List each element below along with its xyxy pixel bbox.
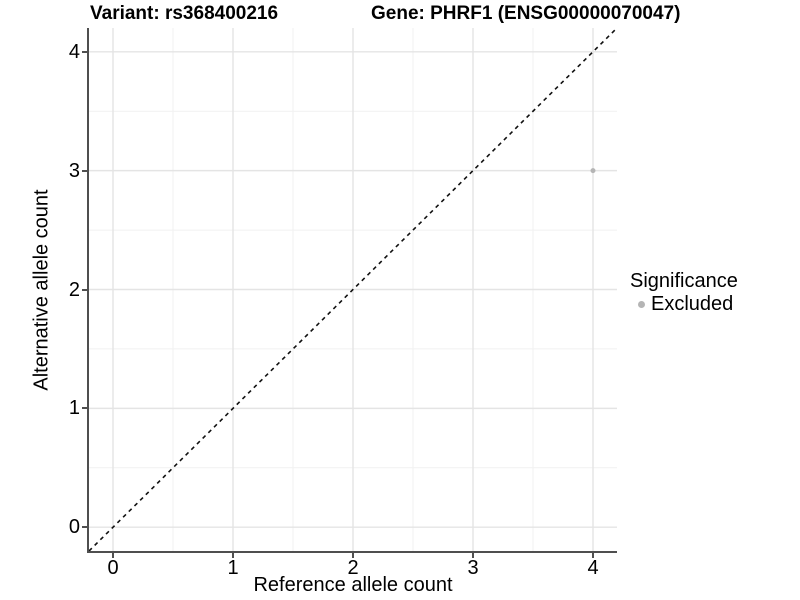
y-tick-mark	[82, 407, 87, 410]
legend-title: Significance	[630, 270, 738, 292]
x-axis-title: Reference allele count	[253, 574, 453, 596]
x-axis-line	[87, 551, 617, 553]
y-tick-mark	[82, 50, 87, 53]
legend: Significance Excluded	[630, 271, 738, 315]
plot-panel	[88, 27, 618, 552]
y-tick-label: 2	[68, 278, 80, 301]
x-tick-label: 0	[107, 557, 119, 579]
legend-marker-dot	[638, 301, 645, 308]
y-tick-label: 0	[68, 516, 80, 539]
y-tick-label: 3	[68, 159, 80, 182]
y-tick-mark	[82, 526, 87, 529]
data-point	[590, 168, 596, 174]
plot-canvas	[88, 27, 618, 552]
y-tick-mark	[82, 288, 87, 291]
legend-entry-excluded: Excluded	[630, 294, 738, 315]
x-tick-mark	[352, 553, 354, 558]
y-tick-label: 1	[68, 397, 80, 420]
x-tick-label: 3	[467, 557, 479, 579]
y-tick-mark	[82, 169, 87, 172]
y-axis-line	[87, 28, 89, 553]
identity-reference-line	[88, 27, 618, 552]
x-tick-mark	[472, 553, 474, 558]
x-tick-label: 4	[587, 557, 599, 579]
chart-title-variant: Variant: rs368400216	[90, 3, 279, 24]
chart-title-gene: Gene: PHRF1 (ENSG00000070047)	[371, 3, 681, 24]
x-tick-mark	[232, 553, 234, 558]
x-tick-mark	[112, 553, 114, 558]
x-tick-label: 1	[227, 557, 239, 579]
x-tick-mark	[592, 553, 594, 558]
x-tick-label: 2	[347, 557, 359, 579]
legend-entry-label: Excluded	[651, 293, 734, 315]
y-tick-label: 4	[68, 40, 80, 63]
